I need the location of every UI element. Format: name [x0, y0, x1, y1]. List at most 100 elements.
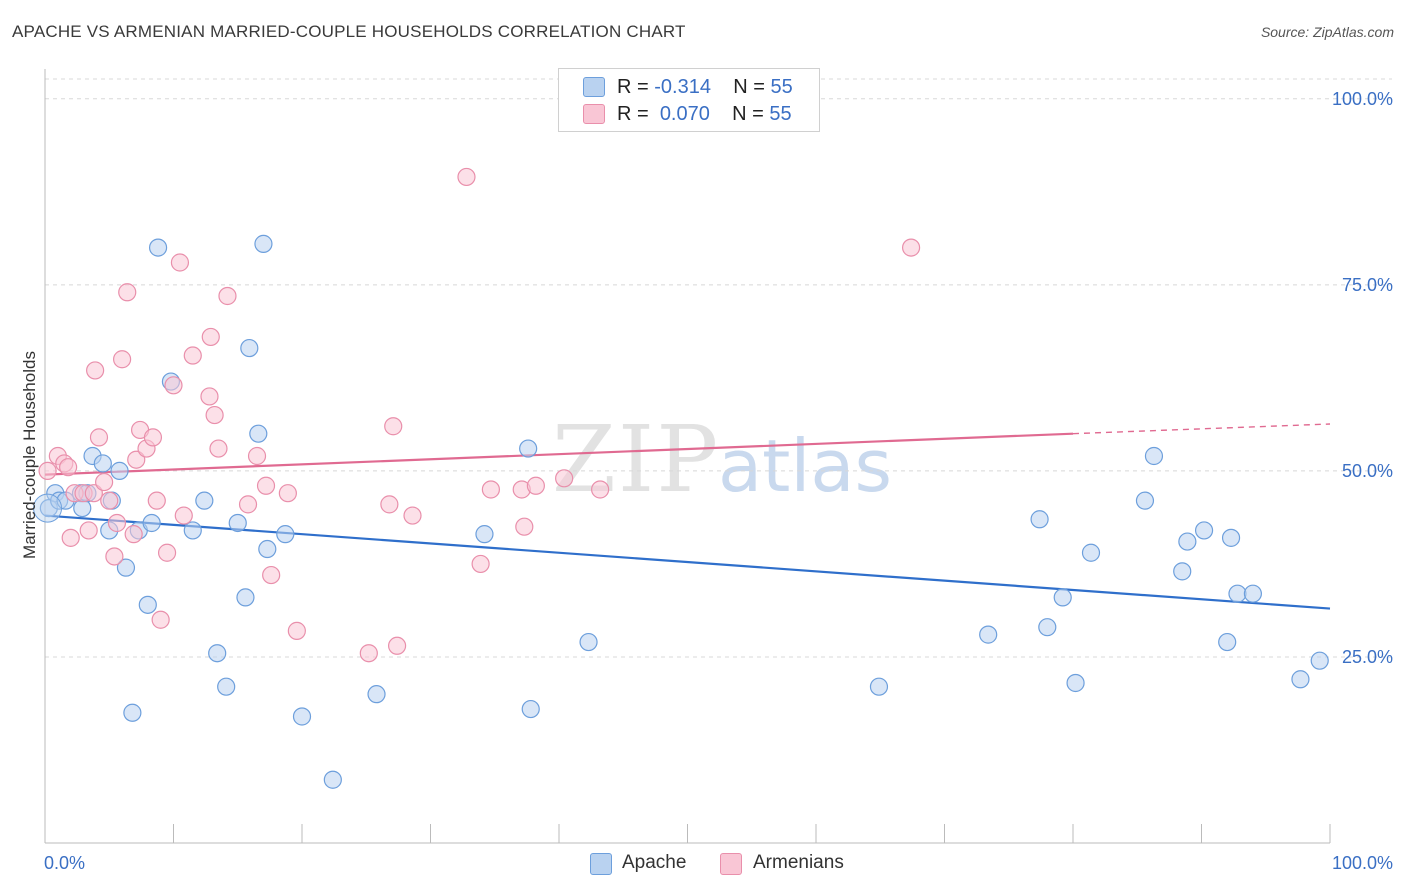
apache-point — [1135, 491, 1155, 510]
y-tick-label: 25.0% — [1342, 647, 1393, 667]
apache-n-value: 55 — [770, 75, 793, 98]
armenian-point — [38, 461, 57, 480]
armenians-swatch — [583, 104, 605, 124]
apache-r-label: R = — [617, 75, 649, 98]
armenian-point — [380, 495, 399, 514]
apache-point — [249, 424, 268, 443]
armenian-trend-extension — [1072, 423, 1331, 435]
apache-point — [1218, 632, 1237, 652]
bottom-legend-armenians-swatch — [720, 853, 742, 875]
apache-point — [148, 238, 168, 257]
x-tick-label-max: 100.0% — [1332, 853, 1393, 873]
apache-point — [1038, 618, 1057, 637]
apache-point — [367, 685, 386, 704]
apache-point — [240, 338, 259, 358]
x-tick-label-min: 0.0% — [44, 853, 85, 873]
armenian-point — [124, 525, 143, 544]
apache-point — [1030, 510, 1049, 529]
apache-point — [292, 707, 312, 726]
armenian-trend-line — [44, 432, 1074, 476]
apache-point — [1173, 562, 1192, 581]
watermark-atlas: atlas — [718, 424, 892, 508]
armenian-point — [107, 513, 127, 533]
armenian-point — [555, 469, 574, 488]
apache-point — [195, 491, 214, 510]
apache-point — [579, 632, 598, 652]
apache-point — [1144, 446, 1164, 466]
armenian-point — [151, 610, 170, 629]
apache-point — [116, 558, 136, 577]
apache-n-label: N = — [733, 75, 765, 98]
apache-point — [475, 525, 494, 544]
armenian-point — [287, 621, 306, 640]
apache-point — [217, 677, 236, 696]
apache-point — [236, 588, 255, 607]
armenian-point — [256, 476, 276, 495]
apache-point — [519, 439, 538, 458]
armenian-point — [147, 491, 166, 510]
apache-point — [142, 513, 161, 533]
armenian-point — [901, 238, 921, 257]
armenian-point — [170, 253, 190, 272]
armenian-point — [262, 565, 281, 585]
watermark-zip: ZIP — [552, 406, 720, 513]
apache-point — [1178, 532, 1197, 551]
armenian-point — [403, 506, 422, 525]
armenian-point — [174, 506, 193, 525]
apache-point — [138, 595, 157, 614]
armenian-point — [200, 387, 219, 406]
armenian-point — [127, 450, 146, 469]
armenian-point — [59, 458, 78, 477]
armenian-point — [89, 428, 109, 447]
apache-trend-line — [44, 514, 1331, 610]
correlation-legend: R = -0.314 N = 55 R = 0.070 N = 55 — [558, 68, 820, 132]
apache-point — [1228, 584, 1247, 603]
apache-point — [1081, 543, 1101, 562]
apache-point — [254, 234, 273, 253]
armenian-point — [100, 491, 119, 510]
armenian-point — [143, 428, 163, 447]
armenian-point — [164, 376, 183, 395]
armenian-point — [79, 521, 98, 540]
apache-point — [979, 625, 998, 644]
armenian-point — [84, 484, 103, 503]
apache-point — [869, 677, 889, 696]
armenian-point — [384, 417, 403, 436]
armenian-point — [61, 528, 80, 547]
chart-title: APACHE VS ARMENIAN MARRIED-COUPLE HOUSEH… — [12, 22, 686, 41]
apache-point — [1194, 521, 1214, 540]
armenians-r-value: 0.070 — [659, 102, 710, 125]
armenian-point — [471, 554, 490, 574]
apache-r-value: -0.314 — [654, 75, 711, 98]
armenians-n-label: N = — [732, 102, 764, 125]
armenian-point — [238, 495, 258, 514]
y-tick-label: 100.0% — [1332, 89, 1393, 109]
apache-point — [123, 703, 142, 722]
y-axis-title: Married-couple Households — [20, 351, 39, 559]
armenian-point — [526, 476, 545, 495]
apache-point — [33, 493, 63, 523]
armenian-point — [457, 167, 476, 187]
armenian-point — [157, 543, 177, 562]
source-label: Source: ZipAtlas.com — [1260, 24, 1394, 40]
armenian-point — [112, 350, 132, 369]
armenian-point — [205, 405, 224, 425]
armenian-point — [218, 286, 237, 306]
armenian-point — [247, 446, 267, 466]
apache-point — [110, 461, 129, 480]
armenian-point — [481, 480, 500, 499]
armenian-point — [201, 327, 220, 347]
apache-point — [1053, 588, 1072, 607]
apache-point — [1243, 584, 1263, 603]
apache-point — [93, 454, 112, 473]
armenian-point — [105, 547, 124, 566]
armenian-point — [278, 484, 297, 503]
armenian-point — [118, 283, 137, 302]
apache-swatch — [583, 77, 605, 97]
y-tick-label: 75.0% — [1342, 275, 1393, 295]
armenians-r-label: R = — [617, 102, 649, 125]
apache-point — [323, 770, 342, 789]
bottom-legend-armenians: Armenians — [753, 852, 844, 873]
y-tick-label: 50.0% — [1342, 461, 1393, 481]
